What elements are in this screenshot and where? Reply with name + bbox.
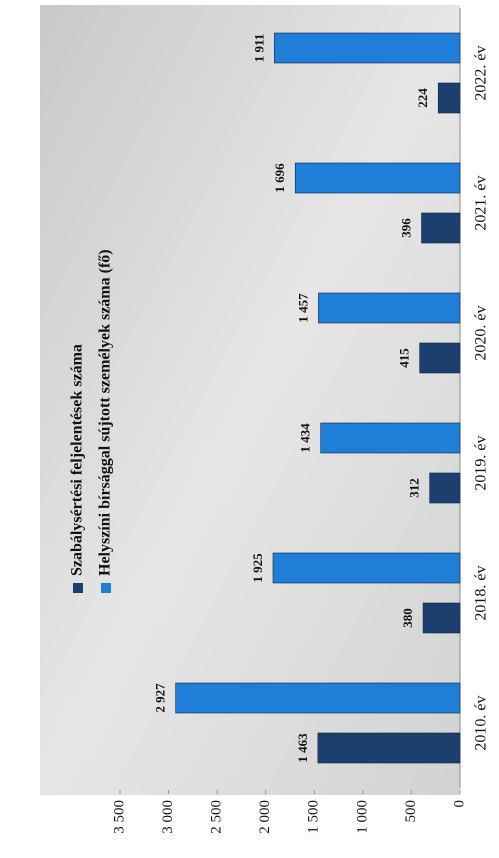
data-label: 1 434 (298, 423, 313, 453)
x-tick-label: 2018. év (473, 565, 490, 620)
y-tick-label: 1 500 (306, 800, 322, 834)
y-tick-label: 500 (403, 800, 419, 823)
bar (419, 342, 461, 374)
y-tick-label: 3 000 (160, 800, 176, 834)
y-tick-label: 2 000 (257, 800, 273, 834)
x-tick-label: 2022. év (473, 45, 490, 100)
data-label: 1 696 (272, 163, 287, 193)
x-tick-label: 2010. év (473, 695, 490, 750)
bar (294, 162, 461, 194)
data-label: 1 925 (250, 553, 265, 583)
x-tick-label: 2019. év (473, 435, 490, 490)
bar (422, 602, 461, 634)
data-label: 224 (415, 88, 430, 108)
data-label: 380 (400, 608, 415, 628)
bar (274, 32, 461, 64)
bar (421, 212, 461, 244)
data-label: 396 (399, 218, 414, 238)
data-label: 415 (397, 348, 412, 368)
data-label: 1 457 (295, 293, 310, 323)
legend-label: Helyszíni bírsággal sújtott személyek sz… (97, 249, 114, 576)
legend-label: Szabálysértési feljelentések száma (69, 344, 86, 576)
legend-swatch (73, 583, 83, 593)
bar (175, 682, 461, 714)
bar (318, 292, 461, 324)
data-label: 1 911 (251, 34, 266, 63)
y-tick-label: 0 (451, 800, 467, 808)
y-tick-label: 2 500 (209, 800, 225, 834)
legend-swatch (101, 583, 111, 593)
x-tick-label: 2020. év (473, 305, 490, 360)
y-tick-label: 3 500 (111, 800, 127, 834)
data-label: 312 (407, 478, 422, 498)
bar (429, 472, 461, 504)
y-tick-label: 1 000 (354, 800, 370, 834)
bar (320, 422, 461, 454)
background-photo (40, 5, 460, 795)
bar (317, 732, 461, 764)
data-label: 1 463 (295, 733, 310, 763)
data-label: 2 927 (153, 683, 168, 713)
rotated-chart: 0 500 1 000 1 500 2 000 2 500 3 000 3 500 2010. … (69, 8, 490, 834)
bar (272, 552, 461, 584)
bar (437, 82, 461, 114)
x-tick-label: 2021. év (473, 175, 490, 230)
